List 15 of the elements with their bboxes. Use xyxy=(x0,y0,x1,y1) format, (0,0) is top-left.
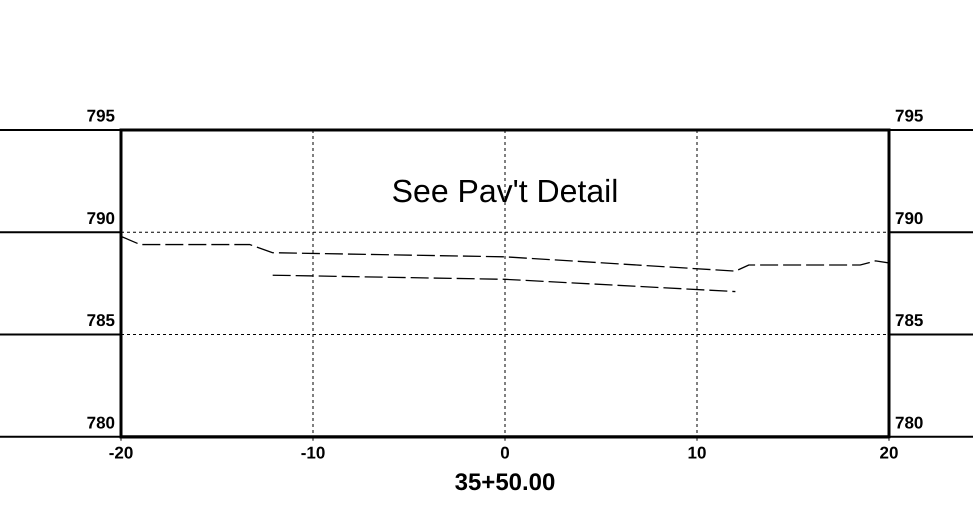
x-tick-label: -10 xyxy=(300,444,326,463)
y2-tick-label: 790 xyxy=(86,208,115,228)
x-tick-label: 0 xyxy=(500,444,510,463)
y-tick-label: 785 xyxy=(895,311,924,330)
y2-tick-label: 795 xyxy=(86,106,115,126)
x-tick-label: 20 xyxy=(880,444,898,463)
annotation: See Pav't Detail xyxy=(392,172,618,209)
x-tick-label: -20 xyxy=(108,444,134,463)
y2-tick-label: 785 xyxy=(86,311,115,330)
y2-tick-label: 780 xyxy=(86,413,115,432)
y-tick-label: 795 xyxy=(895,106,924,126)
x-tick-label: 10 xyxy=(688,444,706,463)
y-tick-label: 790 xyxy=(895,208,924,228)
x-axis-title: 35+50.00 xyxy=(454,469,556,496)
y-tick-label: 780 xyxy=(895,413,924,432)
